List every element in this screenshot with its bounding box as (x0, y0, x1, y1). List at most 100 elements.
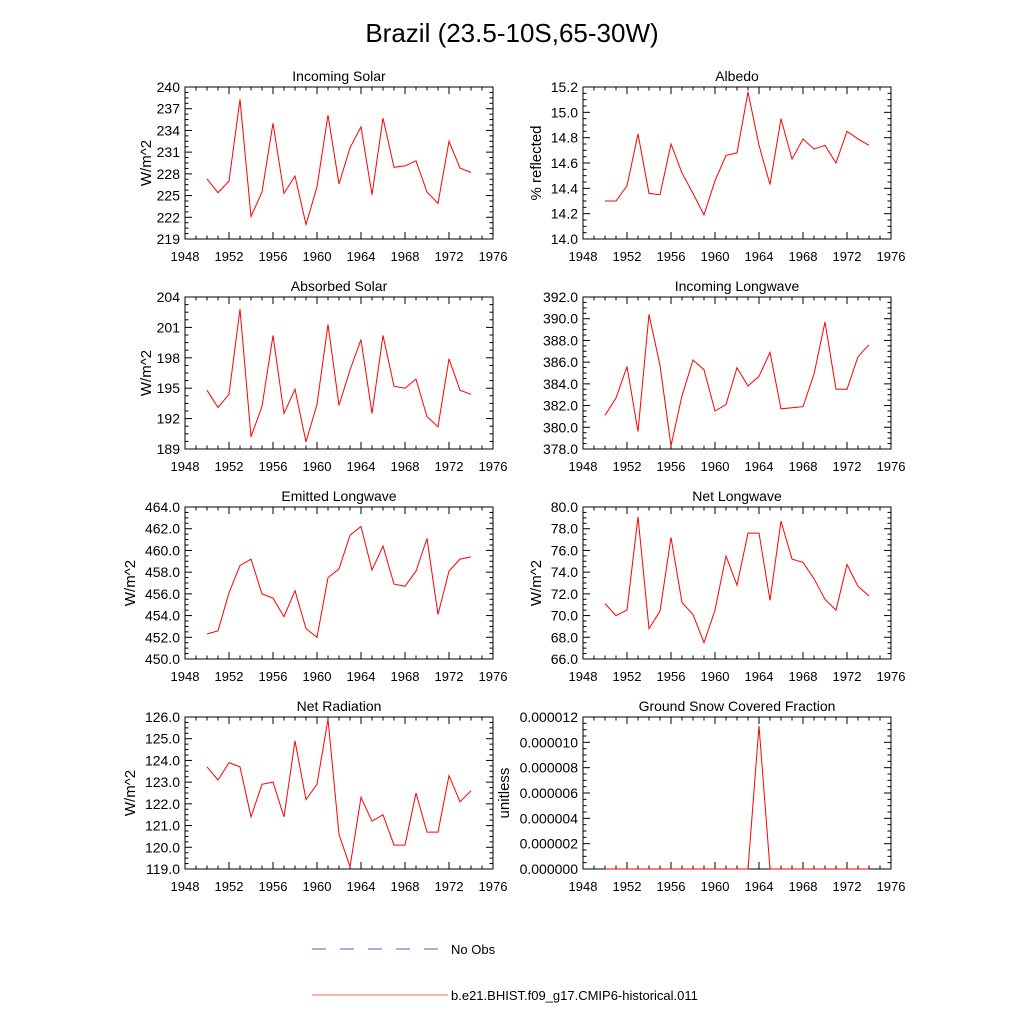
y-tick-label: 204 (157, 289, 181, 305)
x-tick-label: 1956 (259, 249, 288, 264)
y-tick-label: 0.000012 (520, 709, 579, 725)
y-tick-label: 14.8 (551, 130, 578, 146)
y-tick-label: 388.0 (543, 332, 578, 348)
x-tick-label: 1972 (435, 459, 464, 474)
y-tick-label: 119.0 (146, 861, 180, 877)
x-tick-label: 1948 (171, 459, 200, 474)
series-line-1 (605, 725, 869, 870)
x-tick-label: 1960 (303, 249, 332, 264)
y-tick-label: 121.0 (145, 818, 180, 834)
x-tick-label: 1976 (479, 249, 508, 264)
x-tick-label: 1976 (877, 249, 906, 264)
x-tick-label: 1948 (569, 459, 598, 474)
x-tick-label: 1948 (569, 879, 598, 894)
x-tick-label: 1976 (479, 459, 508, 474)
x-tick-label: 1972 (833, 669, 862, 684)
series-line-1 (604, 314, 870, 446)
x-tick-label: 1956 (657, 879, 686, 894)
y-tick-label: 124.0 (145, 752, 180, 768)
y-tick-label: 450.0 (145, 651, 180, 667)
y-tick-label: 456.0 (145, 586, 180, 602)
x-tick-label: 1976 (877, 459, 906, 474)
y-axis-label: % reflected (528, 125, 545, 200)
x-tick-label: 1972 (435, 879, 464, 894)
y-tick-label: 460.0 (145, 542, 180, 558)
x-tick-label: 1952 (215, 459, 244, 474)
series-line-1 (206, 719, 472, 867)
panel-title: Ground Snow Covered Fraction (639, 698, 836, 714)
x-tick-label: 1956 (657, 669, 686, 684)
y-tick-label: 462.0 (145, 521, 180, 537)
panel-7: Net Radiation 1948 1952 1956 1960 1964 1968 197… (122, 698, 507, 894)
y-tick-label: 0.000004 (520, 810, 579, 826)
panel-title: Net Longwave (692, 488, 782, 504)
y-tick-label: 380.0 (543, 419, 578, 435)
y-tick-label: 219 (157, 231, 181, 247)
x-tick-label: 1956 (657, 249, 686, 264)
x-tick-label: 1960 (303, 669, 332, 684)
x-tick-label: 1956 (259, 459, 288, 474)
y-tick-label: 126.0 (145, 709, 180, 725)
y-tick-label: 228 (157, 166, 181, 182)
x-tick-label: 1956 (657, 459, 686, 474)
series-line-1 (604, 516, 870, 645)
y-tick-label: 0.000006 (520, 785, 579, 801)
panel-3: Absorbed Solar 1948 1952 1956 1960 1964 1968 19… (138, 278, 507, 474)
y-tick-label: 390.0 (543, 311, 578, 327)
x-tick-label: 1952 (613, 459, 642, 474)
x-tick-label: 1964 (745, 459, 774, 474)
series-line-1 (206, 99, 472, 227)
x-tick-label: 1960 (701, 459, 730, 474)
x-tick-label: 1964 (745, 879, 774, 894)
y-tick-label: 78.0 (551, 521, 578, 537)
x-tick-label: 1952 (215, 879, 244, 894)
panel-8: Ground Snow Covered Fraction 1948 1952 1956… (496, 698, 905, 894)
y-tick-label: 120.0 (145, 839, 180, 855)
plot-frame (582, 716, 892, 870)
y-tick-label: 454.0 (145, 608, 180, 624)
y-tick-label: 384.0 (543, 376, 578, 392)
y-tick-label: 464.0 (145, 499, 180, 515)
y-tick-label: 14.4 (551, 180, 578, 196)
x-tick-label: 1952 (215, 249, 244, 264)
x-tick-label: 1948 (171, 669, 200, 684)
y-tick-label: 14.6 (551, 155, 578, 171)
x-tick-label: 1960 (701, 249, 730, 264)
y-tick-label: 386.0 (543, 354, 578, 370)
x-tick-label: 1976 (479, 879, 508, 894)
x-tick-label: 1960 (303, 879, 332, 894)
x-tick-label: 1968 (789, 879, 818, 894)
y-tick-label: 452.0 (145, 629, 180, 645)
x-tick-label: 1972 (833, 459, 862, 474)
x-tick-label: 1948 (171, 879, 200, 894)
y-tick-label: 0.000000 (520, 861, 579, 877)
x-tick-label: 1948 (569, 249, 598, 264)
series-line-1 (206, 309, 472, 443)
x-tick-label: 1976 (877, 879, 906, 894)
plot-frame (582, 296, 892, 450)
x-tick-label: 1960 (701, 669, 730, 684)
y-tick-label: 66.0 (551, 651, 578, 667)
plot-frame (184, 716, 494, 870)
panel-title: Net Radiation (297, 698, 382, 714)
x-tick-label: 1964 (347, 249, 376, 264)
y-tick-label: 231 (157, 144, 181, 160)
x-tick-label: 1960 (303, 459, 332, 474)
y-tick-label: 0.000008 (520, 760, 579, 776)
y-tick-label: 70.0 (551, 608, 578, 624)
panel-title: Emitted Longwave (281, 488, 396, 504)
y-tick-label: 198 (157, 350, 181, 366)
y-tick-label: 240 (157, 79, 181, 95)
panel-2: Albedo 1948 1952 1956 1960 1964 1968 1972 1976 14… (528, 68, 905, 264)
y-tick-label: 392.0 (543, 289, 578, 305)
plot-frame (184, 506, 494, 660)
y-tick-label: 222 (157, 209, 181, 225)
panels: Incoming Solar 1948 1952 1956 1960 1964 1968 19… (122, 68, 905, 894)
y-axis-label: W/m^2 (122, 770, 139, 816)
y-tick-label: 195 (157, 380, 181, 396)
y-tick-label: 201 (157, 319, 181, 335)
y-tick-label: 378.0 (543, 441, 578, 457)
series-line-1 (206, 525, 472, 639)
legend-model-label: b.e21.BHIST.f09_g17.CMIP6-historical.011 (451, 988, 698, 1003)
